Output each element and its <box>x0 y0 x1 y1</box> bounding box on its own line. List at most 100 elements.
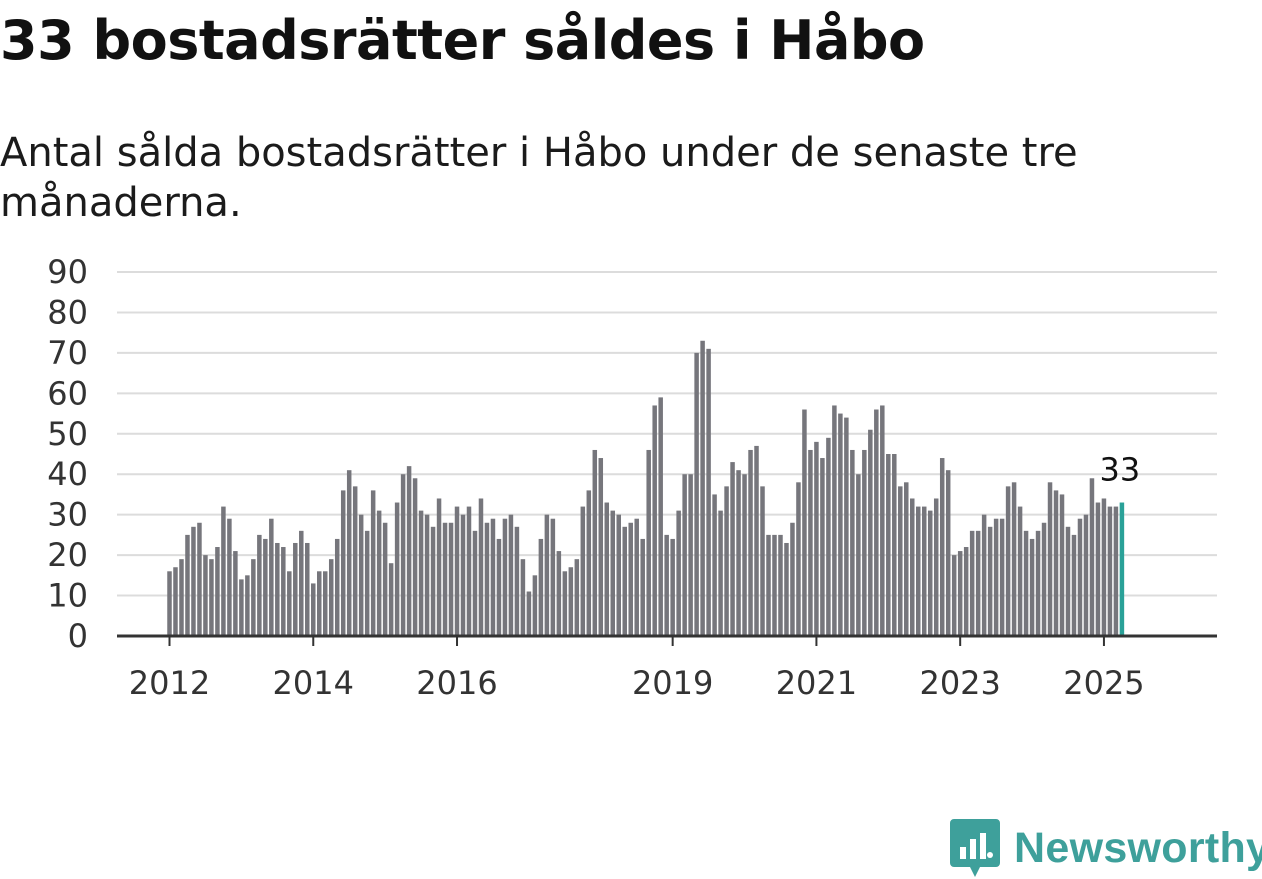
x-tick-label: 2016 <box>416 664 497 700</box>
bar <box>892 454 897 636</box>
bar <box>969 530 975 636</box>
bar <box>676 510 681 636</box>
bar <box>215 547 220 636</box>
bar <box>1059 494 1065 636</box>
bar <box>550 518 556 636</box>
bar <box>724 486 729 636</box>
bar <box>832 405 837 636</box>
bar <box>796 482 801 636</box>
bar <box>916 506 921 636</box>
bar <box>203 555 208 636</box>
bar <box>981 514 987 636</box>
bar <box>772 534 777 636</box>
bar <box>862 449 867 636</box>
bar <box>844 417 849 636</box>
bar <box>706 348 711 636</box>
bar <box>1095 502 1101 636</box>
bar <box>532 575 538 636</box>
x-tick-label: 2014 <box>273 664 354 700</box>
last-value-label: 33 <box>1100 451 1141 489</box>
bar <box>173 567 178 636</box>
bar <box>191 526 196 636</box>
brand-logo: Newsworthy <box>950 818 1262 878</box>
bar <box>939 458 945 636</box>
bar <box>269 518 274 636</box>
bar <box>1047 482 1053 636</box>
bar <box>670 538 675 636</box>
bar <box>927 510 933 636</box>
bar <box>736 470 741 636</box>
y-tick-label: 80 <box>47 293 88 331</box>
bar <box>1065 526 1071 636</box>
bar <box>933 498 939 636</box>
x-tick-label: 2021 <box>776 664 857 700</box>
bar <box>694 352 699 636</box>
bar <box>568 567 574 636</box>
bar <box>652 405 657 636</box>
bar <box>957 551 963 636</box>
bar <box>287 571 292 636</box>
bar <box>311 583 316 636</box>
bar <box>640 538 645 636</box>
bar <box>299 530 304 636</box>
bar <box>1041 522 1047 636</box>
bar <box>251 559 256 636</box>
bar <box>778 534 783 636</box>
bar <box>904 482 909 636</box>
bar <box>305 542 310 636</box>
bar <box>784 542 789 636</box>
bar <box>466 506 472 636</box>
bar <box>610 510 616 636</box>
bar <box>604 502 610 636</box>
bar <box>454 506 460 636</box>
bar <box>586 490 592 636</box>
bar <box>622 526 627 636</box>
bar <box>664 534 669 636</box>
bar <box>520 559 526 636</box>
bar <box>634 518 639 636</box>
bar-highlight <box>1119 502 1125 636</box>
bar <box>209 559 214 636</box>
bar <box>814 441 819 636</box>
bar <box>233 551 238 636</box>
y-tick-label: 50 <box>47 415 88 453</box>
bar <box>880 405 885 636</box>
bar <box>562 571 568 636</box>
bar <box>682 474 687 636</box>
chart-subtitle: Antal sålda bostadsrätter i Håbo under d… <box>0 130 1078 226</box>
bar <box>406 466 412 636</box>
bar <box>257 534 262 636</box>
bar <box>820 458 825 636</box>
bar <box>334 538 340 636</box>
bar <box>712 494 717 636</box>
bar <box>1083 514 1089 636</box>
bar <box>418 510 424 636</box>
bar <box>448 522 454 636</box>
bar <box>826 437 831 636</box>
bar <box>275 542 280 636</box>
bar <box>490 518 496 636</box>
bar <box>526 591 532 636</box>
bar <box>838 413 843 636</box>
bar <box>472 530 478 636</box>
bar <box>760 486 765 636</box>
x-tick-label: 2025 <box>1063 664 1144 700</box>
bar <box>478 498 484 636</box>
bar <box>317 571 322 636</box>
bar <box>718 510 723 636</box>
bar <box>496 538 502 636</box>
bar <box>646 449 651 636</box>
bar <box>352 486 358 636</box>
bar <box>442 522 448 636</box>
bar <box>688 474 693 636</box>
bar <box>322 571 328 636</box>
bar <box>239 579 244 636</box>
bar <box>598 458 604 636</box>
y-tick-label: 30 <box>47 496 88 534</box>
x-axis-ticks: 2012 2014 2016 2019 2021 2023 2025 <box>129 636 1145 700</box>
bar <box>185 534 190 636</box>
bar <box>874 409 879 636</box>
bar <box>963 547 969 636</box>
